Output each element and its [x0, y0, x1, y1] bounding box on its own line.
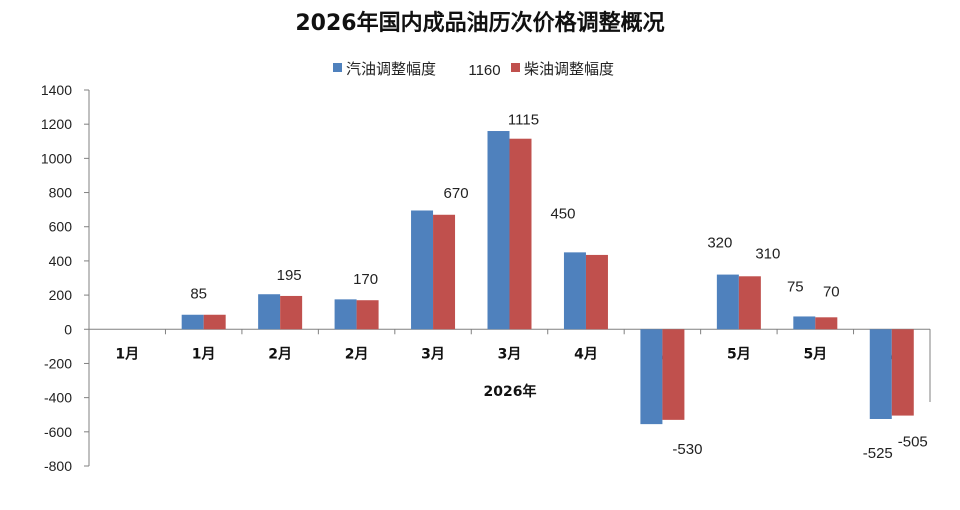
y-tick-label: 1400	[41, 82, 72, 98]
x-tick-label: 2月	[268, 346, 292, 362]
diesel-bar	[738, 276, 761, 330]
diesel-bar	[280, 295, 303, 330]
data-label: 670	[444, 185, 469, 202]
x-tick-label: 5月	[727, 346, 751, 362]
gasoline-bar	[563, 252, 586, 330]
y-tick-label: 1200	[41, 116, 72, 132]
diesel-bar	[356, 300, 379, 330]
y-axis: 1400 1200 1000 800 600 400 200 0 -200 -400 -600 -80…	[41, 82, 90, 474]
data-label: -525	[863, 445, 893, 462]
gasoline-bar	[181, 314, 204, 330]
diesel-bar	[815, 317, 838, 330]
gasoline-bar	[334, 299, 357, 330]
bars	[181, 131, 914, 425]
data-label: 170	[353, 271, 378, 288]
x-axis-title: 2026年	[484, 383, 537, 400]
data-label: -505	[898, 434, 928, 451]
diesel-bar	[585, 254, 608, 330]
diesel-bar	[433, 214, 456, 330]
legend: 汽油调整幅度 柴油调整幅度	[333, 60, 614, 78]
x-tick-label: 2月	[345, 346, 369, 362]
legend-label: 汽油调整幅度	[346, 60, 436, 78]
x-tick-label: 1月	[115, 346, 139, 362]
gasoline-bar	[640, 329, 663, 425]
y-tick-label: 200	[49, 287, 73, 303]
diesel-bar	[662, 329, 685, 420]
data-label: 70	[823, 283, 840, 300]
diesel-bar	[509, 138, 532, 330]
data-labels: 85 195 170 670 1160 1115 450 -530 320 310 75 70 -525…	[190, 62, 927, 462]
data-label: -530	[672, 441, 702, 458]
diesel-bar	[891, 329, 914, 416]
data-label: 310	[755, 245, 780, 262]
gasoline-bar	[793, 316, 816, 330]
x-tick-label: 1月	[192, 346, 216, 362]
data-label: 75	[787, 278, 804, 295]
data-label: 1115	[508, 112, 539, 129]
legend-label: 柴油调整幅度	[524, 60, 614, 78]
y-tick-label: 0	[64, 321, 72, 337]
data-label: 320	[707, 235, 732, 252]
y-tick-label: -200	[44, 355, 72, 371]
y-tick-label: -400	[44, 390, 72, 406]
x-tick-label: 5月	[803, 346, 827, 362]
gasoline-bar	[869, 329, 892, 419]
gasoline-bar	[716, 274, 739, 330]
y-tick-label: 1000	[41, 150, 72, 166]
x-tick-label: 3月	[421, 346, 445, 362]
gasoline-bar	[411, 210, 434, 330]
data-label: 195	[277, 267, 302, 284]
diesel-bar	[203, 314, 226, 330]
chart-title: 2026年国内成品油历次价格调整概况	[295, 10, 664, 36]
x-tick-label: 3月	[498, 346, 522, 362]
data-label: 450	[550, 205, 575, 222]
y-tick-label: 400	[49, 253, 73, 269]
data-label: 85	[190, 286, 207, 303]
y-tick-label: -600	[44, 424, 72, 440]
y-tick-label: 600	[49, 219, 73, 235]
data-label: 1160	[468, 62, 500, 79]
y-tick-label: 800	[49, 185, 73, 201]
x-tick-label: 4月	[574, 346, 598, 362]
gasoline-bar	[258, 294, 281, 330]
legend-swatch	[333, 63, 342, 72]
legend-swatch	[511, 63, 520, 72]
y-tick-label: -800	[44, 458, 72, 474]
gasoline-bar	[487, 131, 510, 330]
